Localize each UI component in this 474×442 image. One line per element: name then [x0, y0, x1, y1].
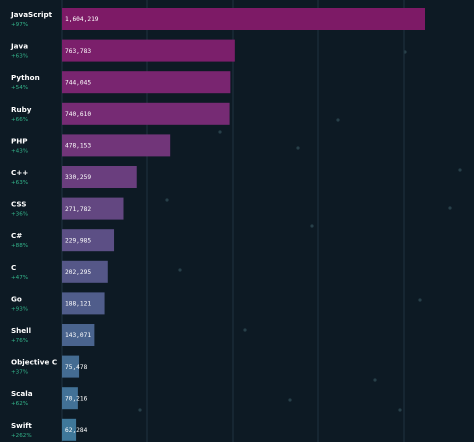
background-dot	[373, 378, 377, 382]
bar-value-label: 330,259	[65, 174, 91, 181]
background-dot	[458, 168, 462, 172]
bar-value-label: 740,610	[65, 111, 91, 118]
bar	[62, 71, 231, 94]
background-dot	[398, 408, 402, 412]
bar	[62, 292, 105, 315]
category-label: PHP	[11, 136, 28, 145]
bar-value-label: 1,604,219	[65, 16, 99, 23]
category-label: Shell	[11, 326, 31, 335]
growth-label: +88%	[11, 243, 28, 249]
category-label: C	[11, 263, 16, 272]
bar-value-label: 229,985	[65, 237, 91, 244]
bar	[62, 229, 115, 252]
bar-value-label: 763,783	[65, 48, 91, 55]
bar-value-label: 143,071	[65, 332, 91, 339]
background-dot	[296, 146, 300, 150]
growth-label: +262%	[11, 433, 32, 439]
bar	[62, 102, 230, 125]
bar-value-label: 70,216	[65, 395, 88, 402]
bar	[62, 39, 235, 62]
category-label: CSS	[11, 200, 26, 209]
bar-value-label: 744,045	[65, 79, 91, 86]
growth-label: +43%	[11, 148, 28, 154]
bars-group	[62, 8, 425, 441]
bar	[62, 197, 124, 220]
bar	[62, 355, 80, 378]
bar	[62, 260, 108, 283]
bar-value-label: 478,153	[65, 143, 91, 150]
labels-group: 1,604,219 JavaScript +97% 763,783 Java +63% 74…	[10, 10, 99, 439]
bar-value-label: 271,782	[65, 206, 91, 213]
bar	[62, 418, 77, 441]
category-label: Go	[11, 294, 22, 303]
growth-label: +36%	[11, 212, 28, 218]
bar	[62, 8, 425, 30]
category-label: Python	[11, 73, 40, 82]
bar	[62, 324, 95, 346]
background-dot	[138, 408, 142, 412]
background-dot	[218, 130, 222, 134]
background-dot	[336, 118, 340, 122]
growth-label: +66%	[11, 117, 28, 123]
category-label: JavaScript	[10, 10, 53, 19]
background-dot	[178, 268, 182, 272]
category-label: Objective C	[11, 358, 57, 367]
category-label: C++	[11, 168, 28, 177]
growth-label: +97%	[11, 22, 28, 28]
category-label: Java	[10, 42, 28, 51]
bar-value-label: 75,478	[65, 364, 88, 371]
background-dot	[310, 224, 314, 228]
growth-label: +47%	[11, 275, 28, 281]
growth-label: +63%	[11, 180, 28, 186]
category-label: Ruby	[11, 105, 32, 114]
background-dot	[418, 298, 422, 302]
bar	[62, 387, 78, 410]
category-label: C#	[11, 231, 22, 240]
growth-label: +37%	[11, 370, 28, 376]
bar	[62, 134, 171, 157]
bar	[62, 166, 137, 188]
growth-label: +93%	[11, 306, 28, 312]
category-label: Swift	[11, 421, 32, 430]
growth-label: +62%	[11, 401, 28, 407]
bar-value-label: 188,121	[65, 301, 91, 308]
bar-value-label: 202,295	[65, 269, 91, 276]
growth-label: +76%	[11, 338, 28, 344]
background-dot	[165, 198, 169, 202]
background-dot	[243, 328, 247, 332]
background-dot	[448, 206, 452, 210]
bar-value-label: 62,284	[65, 427, 88, 434]
growth-label: +54%	[11, 85, 28, 91]
background-dot	[288, 398, 292, 402]
category-label: Scala	[11, 389, 33, 398]
growth-label: +63%	[11, 54, 28, 60]
